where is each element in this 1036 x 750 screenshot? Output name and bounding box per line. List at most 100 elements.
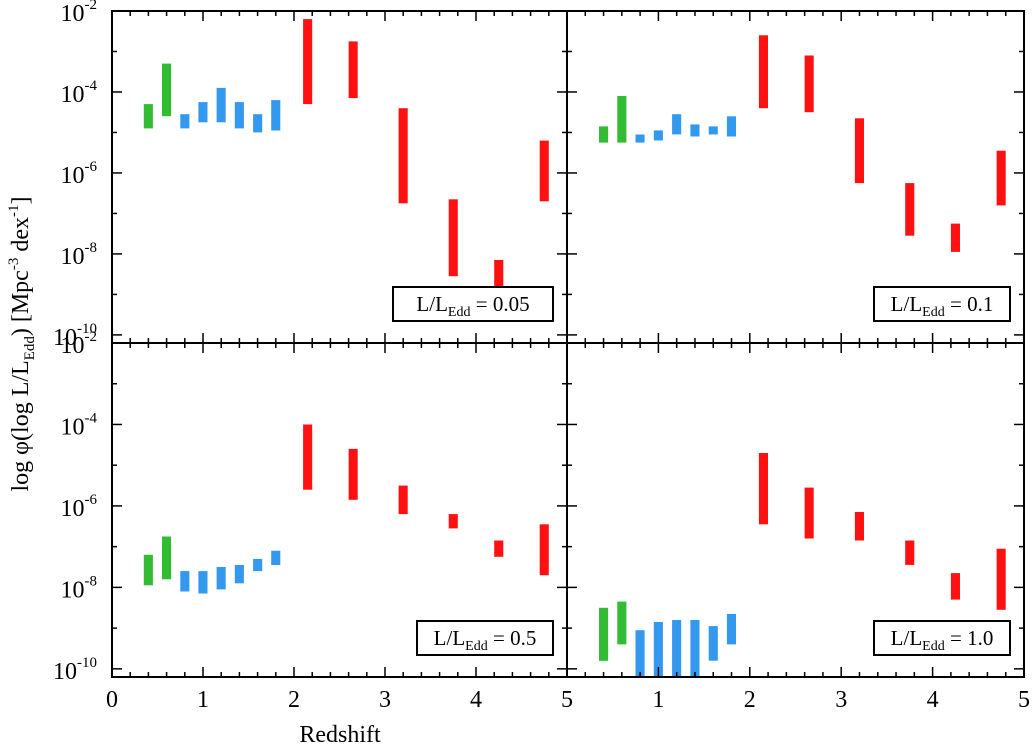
y-tick-label: 10-2 [61,0,98,27]
x-tick-label: 2 [288,687,300,713]
bar-blue-2 [180,114,190,129]
bar-blue-2 [635,630,645,677]
y-tick-exp: -2 [85,329,98,345]
legend-label: L/LEdd = 0.05 [416,292,529,320]
bar-red-11 [448,514,458,529]
bar-red-13 [996,548,1006,610]
y-tick-exp: -8 [85,240,98,256]
legend-label-pre: L/L [416,292,448,316]
legend-box-p01: L/LEdd = 0.1 [873,286,1011,322]
x-tick-label: 2 [744,687,756,713]
y-tick-label: 10-8 [61,240,98,270]
x-tick-label: 1 [197,687,209,713]
bar-blue-4 [672,114,682,135]
panel-frame [566,342,1025,678]
x-tick-label: 4 [927,687,939,713]
bar-blue-4 [216,87,226,123]
bar-blue-3 [198,571,208,594]
y-tick-base: 10 [61,163,85,189]
legend-box-p05: L/LEdd = 0.5 [416,620,554,656]
legend-frame [416,620,554,656]
y-tick-label: 10-4 [61,410,98,440]
y-tick-label: 10-6 [61,492,98,522]
y-title-sup1: -3 [6,258,22,271]
x-axis-title: Redshift [299,722,381,748]
bar-blue-6 [253,114,263,133]
legend-label-post: = 0.05 [470,292,529,316]
y-tick-exp: -6 [85,492,98,508]
y-tick-exp: -6 [85,159,98,175]
y-tick-label: 10-6 [61,159,98,189]
bar-green-1 [162,63,172,117]
bar-blue-5 [234,565,244,584]
panel-p05: L/LEdd = 0.5 [111,342,568,678]
panel-p01: L/LEdd = 0.1 [566,10,1025,344]
legend-label-sub: Edd [465,639,488,654]
bar-red-11 [448,199,458,277]
bar-green-0 [143,554,153,586]
bar-blue-3 [198,102,208,123]
legend-label-pre: L/L [891,626,923,650]
y-tick-exp: -8 [85,573,98,589]
y-title-mid2: dex [8,217,34,258]
panel-p005: L/LEdd = 0.05 [111,10,568,344]
y-tick-label: 10-10 [53,655,97,685]
y-tick-base: 10 [61,414,85,440]
y-tick-base: 10 [53,325,77,351]
bar-blue-7 [271,100,281,131]
bar-red-10 [854,512,864,541]
bar-blue-5 [690,124,700,137]
legend-frame [873,620,1011,656]
y-title-pre: log φ(log L/L [8,360,34,491]
y-title-sup2: -1 [6,205,22,218]
y-tick-exp: -10 [77,655,97,671]
bar-red-8 [758,453,768,525]
bar-red-12 [950,223,960,252]
legend-label-pre: L/L [434,626,466,650]
panels-group: L/LEdd = 0.05 L/LEdd = 0.1L/LEdd = 0.5 L/L… [111,10,1025,678]
bar-green-0 [143,104,153,129]
y-title-sub: Edd [22,336,38,361]
y-title-post: ] [8,197,34,205]
bar-red-13 [539,524,549,576]
bar-green-0 [599,607,609,661]
bar-red-8 [303,19,313,105]
legend-label: L/LEdd = 1.0 [891,626,994,654]
bar-red-10 [398,485,408,515]
bar-green-1 [617,601,627,645]
legend-frame [873,286,1011,322]
y-tick-base: 10 [61,577,85,603]
legend-box-p10: L/LEdd = 1.0 [873,620,1011,656]
bar-red-9 [348,41,358,99]
y-tick-label: 10-2 [61,329,98,359]
y-title-mid: ) [Mpc [8,270,34,336]
bar-green-1 [617,96,627,143]
legend-label: L/LEdd = 0.1 [891,292,994,320]
y-tick-base: 10 [61,82,85,108]
y-tick-label: 10-4 [61,78,98,108]
legend-label-sub: Edd [922,639,945,654]
x-tick-label: 5 [1018,687,1030,713]
x-tick-label: 5 [561,687,573,713]
bar-red-8 [758,35,768,109]
y-tick-base: 10 [53,659,77,685]
y-tick-exp: -4 [85,410,98,426]
panel-p10: L/LEdd = 1.0 [566,342,1025,678]
bar-blue-3 [653,622,663,677]
x-tick-label: 0 [106,687,118,713]
legend-label: L/LEdd = 0.5 [434,626,537,654]
bar-blue-4 [672,620,682,677]
legend-label-post: = 0.1 [945,292,994,316]
x-tick-label: 3 [379,687,391,713]
bar-red-11 [905,183,915,236]
bar-red-9 [804,487,814,539]
bar-blue-7 [271,550,281,565]
axes-labels-group: 10-210-410-610-810-1010-210-410-610-810-… [6,0,1030,748]
y-tick-base: 10 [61,496,85,522]
bar-blue-2 [180,571,190,592]
bar-blue-6 [253,558,263,572]
bar-green-0 [599,126,609,143]
y-tick-base: 10 [61,1,85,27]
bar-blue-6 [708,626,718,661]
